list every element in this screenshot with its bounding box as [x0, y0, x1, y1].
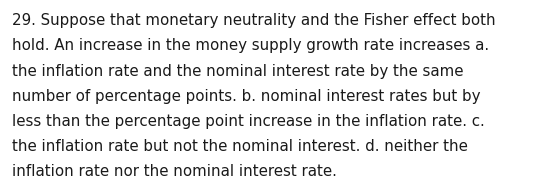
Text: the inflation rate and the nominal interest rate by the same: the inflation rate and the nominal inter…: [12, 64, 464, 79]
Text: inflation rate nor the nominal interest rate.: inflation rate nor the nominal interest …: [12, 164, 337, 179]
Text: hold. An increase in the money supply growth rate increases a.: hold. An increase in the money supply gr…: [12, 38, 489, 53]
Text: number of percentage points. b. nominal interest rates but by: number of percentage points. b. nominal …: [12, 89, 481, 104]
Text: less than the percentage point increase in the inflation rate. c.: less than the percentage point increase …: [12, 114, 485, 129]
Text: 29. Suppose that monetary neutrality and the Fisher effect both: 29. Suppose that monetary neutrality and…: [12, 13, 496, 28]
Text: the inflation rate but not the nominal interest. d. neither the: the inflation rate but not the nominal i…: [12, 139, 468, 154]
